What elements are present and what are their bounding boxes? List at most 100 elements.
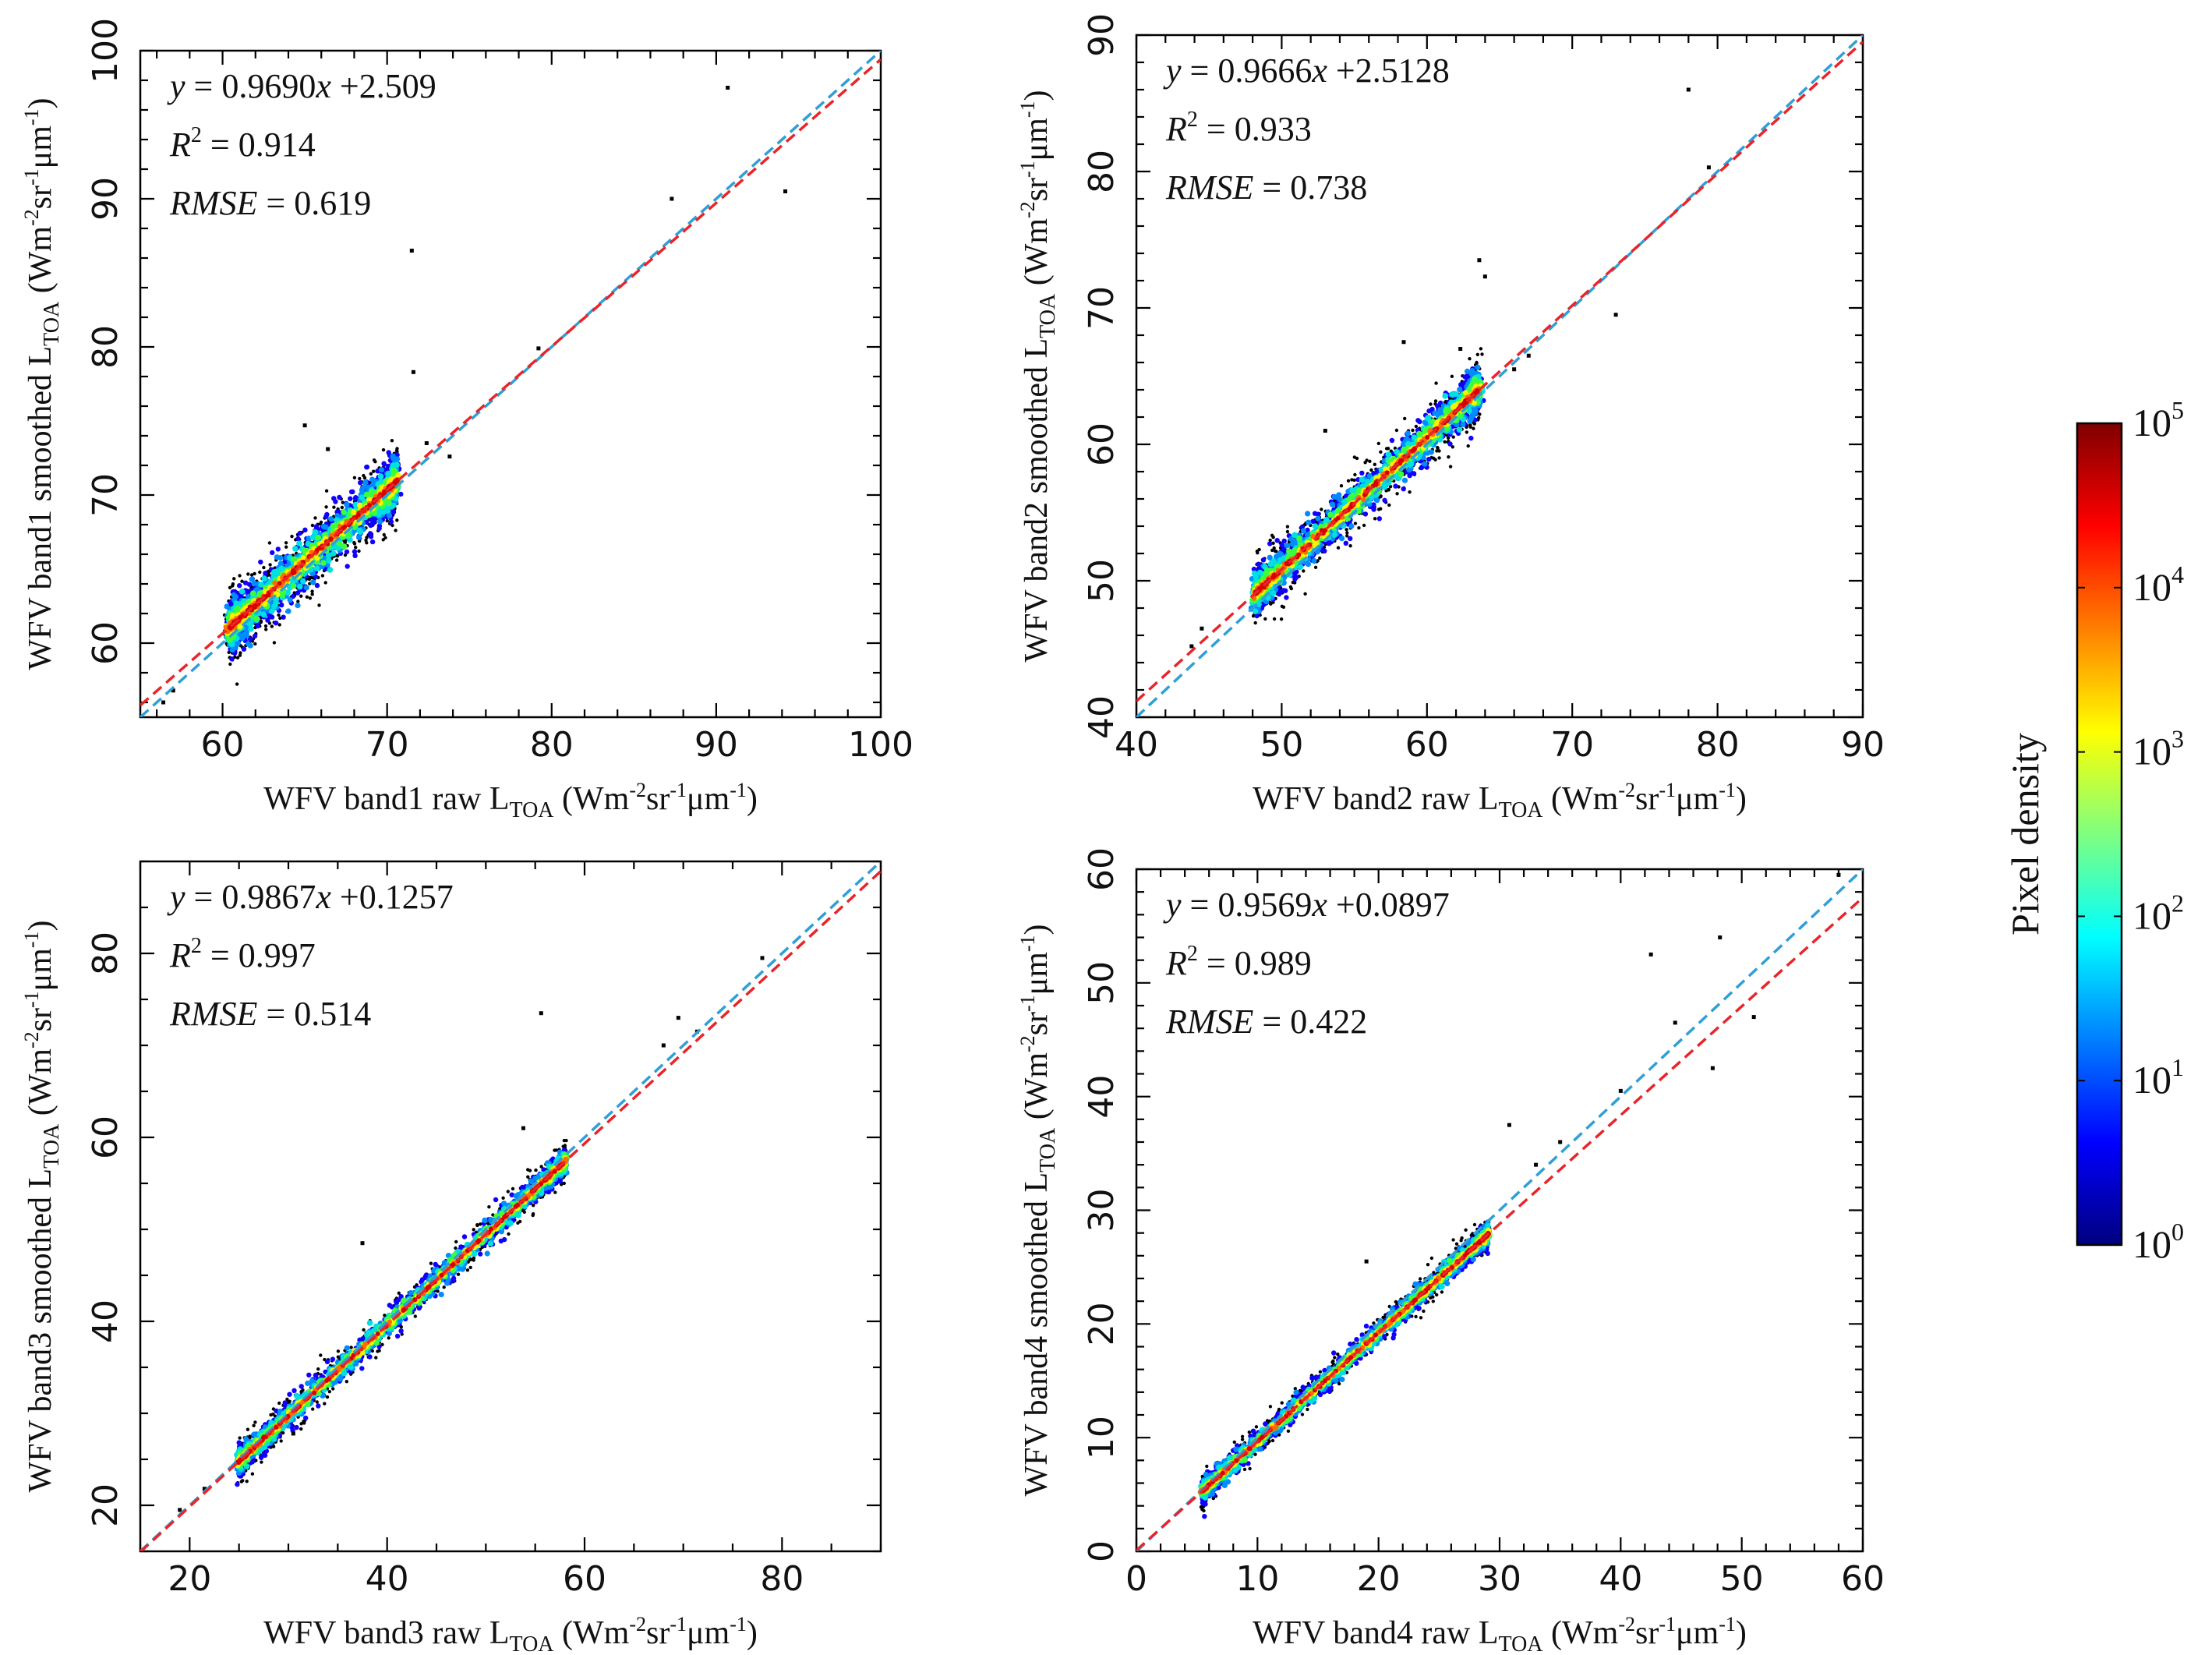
density-point (320, 574, 325, 578)
density-point (1373, 517, 1377, 521)
density-point (1433, 399, 1438, 403)
density-point (365, 541, 369, 545)
density-point (223, 624, 229, 630)
density-point (320, 560, 327, 566)
density-point (358, 480, 363, 486)
unit-prefix: (Wm (23, 226, 58, 302)
density-point (390, 467, 397, 474)
density-point (260, 611, 267, 617)
density-point (1368, 459, 1372, 463)
density-point (268, 608, 275, 614)
fit-line (140, 58, 881, 707)
outlier-point (302, 423, 307, 428)
outlier-point (161, 700, 166, 705)
density-point (369, 539, 376, 545)
y-axis-label: WFV band1 smoothed LTOA (Wm-2sr-1μm-1) (20, 97, 64, 670)
density-point (247, 636, 253, 642)
density-point (1386, 447, 1390, 451)
density-point (1475, 361, 1479, 366)
density-point (1394, 428, 1399, 433)
density-point (1348, 544, 1352, 548)
density-point (390, 523, 394, 528)
density-point (343, 540, 348, 545)
density-point (325, 552, 332, 559)
density-point (310, 592, 314, 596)
density-point (1350, 478, 1354, 482)
density-point (368, 517, 373, 522)
density-point (362, 473, 366, 478)
density-point (287, 597, 293, 603)
density-point (270, 624, 274, 628)
density-point (277, 613, 281, 617)
density-point (1448, 465, 1453, 469)
density-point (253, 642, 257, 646)
density-point (1280, 604, 1284, 608)
density-point (385, 518, 389, 523)
outlier-point (171, 688, 175, 693)
unit-exponent: -1 (20, 168, 43, 186)
density-point (249, 576, 255, 582)
density-point (1272, 546, 1276, 550)
density-point (376, 525, 382, 532)
density-point (328, 536, 334, 542)
outlier-point (783, 189, 788, 193)
density-point (303, 585, 309, 591)
density-point (1379, 494, 1383, 498)
density-point (352, 476, 357, 479)
density-point (1437, 456, 1441, 460)
density-point (235, 656, 240, 660)
rmse-value: = 0.619 (257, 184, 371, 222)
unit-mu: μm (23, 126, 58, 169)
density-point (1434, 381, 1438, 385)
density-point (1447, 455, 1451, 459)
density-point (297, 530, 303, 536)
density-point (231, 582, 235, 586)
density-point (1271, 541, 1275, 545)
density-point (388, 519, 394, 525)
density-point (291, 556, 297, 563)
density-point (290, 534, 294, 539)
density-point (358, 476, 362, 481)
density-point (275, 546, 281, 552)
density-point (326, 557, 332, 564)
density-point (278, 616, 282, 621)
density-point (355, 534, 362, 541)
reference-lines (140, 51, 881, 717)
density-point (313, 565, 320, 571)
density-point (262, 565, 266, 570)
density-point (302, 527, 308, 532)
density-point (1302, 569, 1306, 573)
unit-exponent: -1 (670, 779, 687, 801)
density-point (1369, 468, 1373, 472)
outlier-point (536, 346, 541, 351)
density-point (310, 579, 316, 585)
density-point (1468, 425, 1472, 429)
density-point (1270, 533, 1274, 537)
density-point (340, 505, 345, 510)
x-tick-label: 40 (1115, 725, 1158, 765)
density-point (235, 682, 239, 686)
density-point (240, 579, 244, 583)
density-point (1293, 581, 1297, 585)
density-point (363, 491, 370, 498)
density-point (231, 592, 237, 598)
density-point (357, 529, 364, 536)
density-point (295, 603, 301, 609)
density-point (264, 628, 268, 631)
outlier-point (409, 249, 414, 253)
density-point (341, 500, 345, 504)
ticks (1135, 34, 1864, 719)
density-point (398, 491, 404, 497)
outlier-point (447, 454, 452, 459)
density-point (1478, 412, 1482, 416)
density-point (1472, 426, 1475, 430)
density-point (273, 568, 280, 575)
density-point (1345, 531, 1349, 535)
density-point (1433, 458, 1437, 461)
equation-lhs: y (167, 67, 186, 105)
x-tick-label: 100 (848, 725, 913, 765)
unit-exponent: -2 (20, 209, 43, 226)
density-point (319, 520, 323, 525)
density-point (394, 479, 399, 485)
